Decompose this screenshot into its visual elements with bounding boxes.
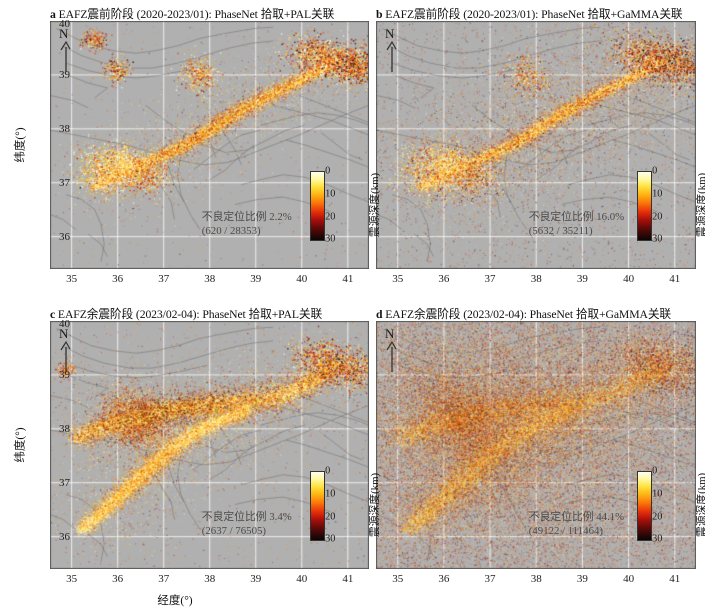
svg-text:N: N bbox=[385, 327, 395, 341]
svg-text:N: N bbox=[385, 27, 395, 41]
